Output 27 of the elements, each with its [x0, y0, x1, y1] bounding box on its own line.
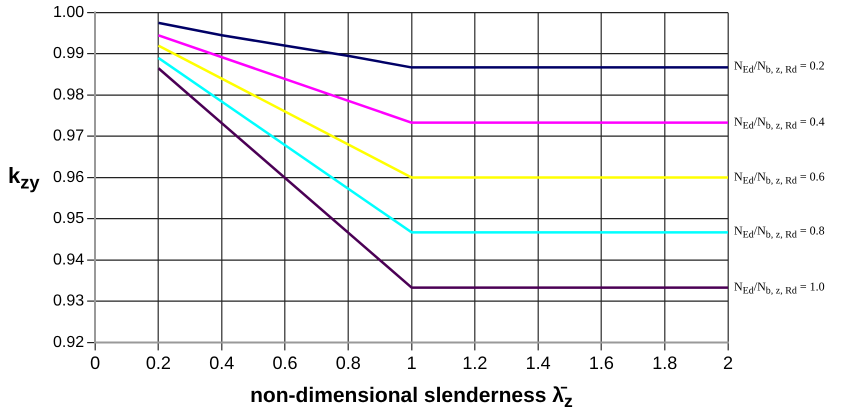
y-tick-label: 1.00 [53, 4, 84, 22]
x-tick-label: 1 [406, 353, 417, 374]
x-tick-label: 1.6 [588, 353, 614, 374]
x-tick-label: 0.2 [146, 353, 171, 374]
y-tick-label: 0.97 [53, 128, 84, 145]
x-tick-label: 2 [722, 353, 734, 374]
y-axis-title: k$_{zy}$ [8, 162, 40, 193]
x-tick-label: 0.8 [336, 353, 361, 374]
y-tick-label: 0.98 [53, 86, 84, 104]
x-tick-label: 1.8 [652, 353, 678, 374]
y-tick-label: 0.94 [53, 251, 84, 268]
series-label: N$_{Ed}$/N$_{b, z, Rd}$ = 0.6 [734, 168, 825, 186]
series-label: N$_{Ed}$/N$_{b, z, Rd}$ = 0.4 [734, 114, 825, 132]
x-tick-label: 0.6 [272, 353, 298, 374]
x-tick-label: 0.4 [209, 353, 234, 374]
y-tick-label: 0.92 [53, 334, 84, 351]
series-label: N$_{Ed}$/N$_{b, z, Rd}$ = 0.8 [734, 224, 825, 242]
y-tick-label: 0.95 [53, 210, 84, 228]
series-label: N$_{Ed}$/N$_{b, z, Rd}$ = 1.0 [734, 278, 825, 296]
x-tick-label: 0 [90, 353, 100, 374]
y-tick-label: 0.93 [53, 292, 84, 310]
y-tick-label: 0.99 [53, 45, 84, 62]
series-label: N$_{Ed}$/N$_{b, z, Rd}$ = 0.2 [734, 58, 825, 76]
x-tick-label: 1.4 [526, 353, 551, 374]
y-tick-label: 0.96 [53, 168, 84, 186]
x-tick-label: 1.2 [462, 353, 488, 374]
x-axis-title: non-dimensional slenderness λ̄$_{z}$ [250, 384, 573, 412]
